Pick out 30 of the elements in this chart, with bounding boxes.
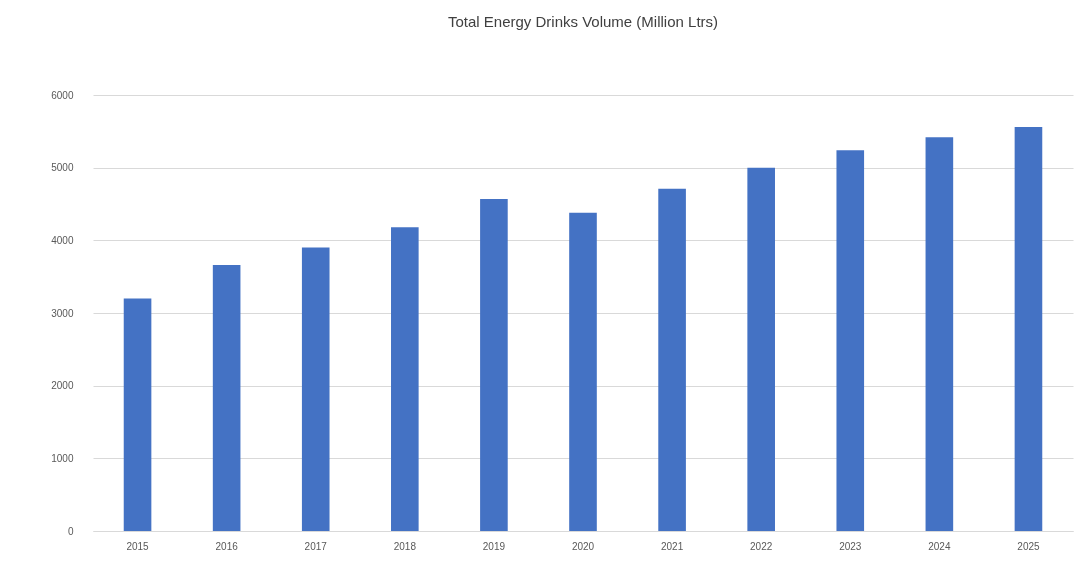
y-tick-label: 4000: [51, 234, 74, 246]
x-tick-label: 2017: [304, 540, 328, 552]
y-tick-label: 1000: [51, 452, 74, 464]
x-tick-label: 2021: [660, 540, 684, 552]
bar: [747, 167, 775, 531]
bar: [569, 212, 597, 531]
bar: [123, 298, 152, 531]
y-tick-label: 2000: [51, 380, 74, 392]
bar: [1014, 126, 1043, 531]
chart-title: Total Energy Drinks Volume (Million Ltrs): [447, 13, 719, 30]
x-tick-label: 2015: [126, 540, 150, 552]
bar: [301, 247, 330, 531]
x-tick-label: 2016: [215, 540, 239, 552]
x-tick-label: 2025: [1017, 540, 1041, 552]
x-tick-label: 2022: [750, 540, 773, 552]
bar: [925, 137, 954, 531]
x-tick-label: 2019: [482, 540, 506, 552]
bar: [391, 227, 419, 531]
x-tick-label: 2024: [928, 540, 951, 552]
y-tick-label: 5000: [51, 162, 74, 174]
x-tick-label: 2020: [571, 540, 595, 552]
x-tick-label: 2023: [839, 540, 862, 552]
y-tick-label: 6000: [51, 89, 74, 101]
bar: [480, 198, 508, 531]
bar: [836, 150, 865, 531]
y-tick-label: 0: [67, 525, 74, 537]
x-tick-label: 2018: [393, 540, 417, 552]
bar: [658, 188, 686, 531]
bar: [212, 265, 241, 531]
y-tick-label: 3000: [51, 307, 74, 319]
